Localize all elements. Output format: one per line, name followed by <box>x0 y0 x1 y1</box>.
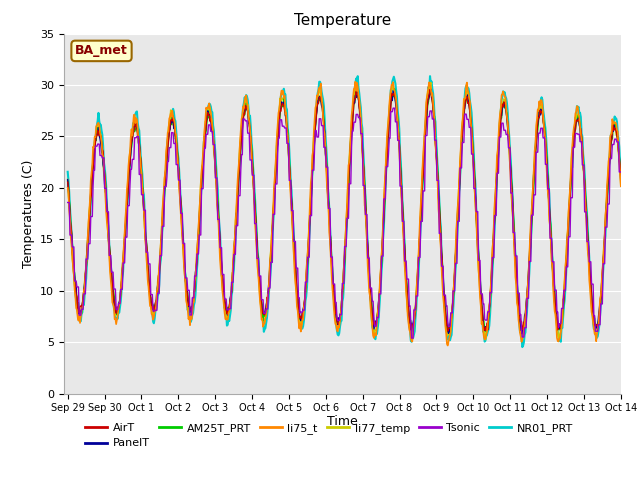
PanelT <box>216 239 224 244</box>
li75_t <box>216 257 224 263</box>
Line: Tsonic: Tsonic <box>68 108 621 338</box>
AM25T_PRT <box>74 302 81 308</box>
NR01_PRT <box>131 112 138 118</box>
li77_temp <box>216 244 224 250</box>
PanelT <box>429 97 436 103</box>
Tsonic <box>216 245 224 251</box>
NR01_PRT <box>426 73 434 79</box>
Legend: AirT, PanelT, AM25T_PRT, li75_t, li77_temp, Tsonic, NR01_PRT: AirT, PanelT, AM25T_PRT, li75_t, li77_te… <box>81 419 577 453</box>
li75_t <box>351 79 359 84</box>
PanelT <box>427 86 435 92</box>
li75_t <box>444 343 452 348</box>
Tsonic <box>617 169 625 175</box>
AirT <box>131 126 138 132</box>
AirT <box>216 239 224 245</box>
Line: PanelT: PanelT <box>68 89 621 334</box>
Tsonic <box>389 105 397 111</box>
AirT <box>426 87 434 93</box>
Tsonic <box>74 284 81 290</box>
Line: li77_temp: li77_temp <box>68 83 621 339</box>
Line: AM25T_PRT: AM25T_PRT <box>68 89 621 332</box>
AM25T_PRT <box>64 178 72 184</box>
NR01_PRT <box>412 315 419 321</box>
AM25T_PRT <box>131 129 138 134</box>
AirT <box>429 98 436 104</box>
li77_temp <box>412 309 419 314</box>
li77_temp <box>617 181 625 187</box>
Tsonic <box>413 293 420 299</box>
Line: NR01_PRT: NR01_PRT <box>68 76 621 347</box>
li75_t <box>617 183 625 189</box>
Text: BA_met: BA_met <box>75 44 128 58</box>
li75_t <box>131 112 138 118</box>
AirT <box>617 175 625 180</box>
NR01_PRT <box>187 319 195 325</box>
PanelT <box>64 177 72 182</box>
Tsonic <box>131 135 138 141</box>
NR01_PRT <box>64 169 72 175</box>
AM25T_PRT <box>617 171 625 177</box>
AM25T_PRT <box>391 86 399 92</box>
AirT <box>74 305 81 311</box>
li75_t <box>429 90 436 96</box>
li77_temp <box>187 311 195 317</box>
li77_temp <box>481 336 489 342</box>
li75_t <box>187 312 195 318</box>
li77_temp <box>64 177 72 182</box>
PanelT <box>412 305 419 311</box>
NR01_PRT <box>429 86 436 92</box>
NR01_PRT <box>74 309 81 314</box>
NR01_PRT <box>216 230 224 236</box>
AM25T_PRT <box>518 329 526 335</box>
li77_temp <box>429 97 436 103</box>
li77_temp <box>74 311 81 317</box>
Tsonic <box>64 200 72 205</box>
Line: li75_t: li75_t <box>68 82 621 346</box>
li75_t <box>74 314 81 320</box>
Tsonic <box>429 116 437 122</box>
li75_t <box>412 293 420 299</box>
Title: Temperature: Temperature <box>294 13 391 28</box>
NR01_PRT <box>617 166 625 172</box>
li77_temp <box>131 125 138 131</box>
PanelT <box>187 308 195 314</box>
Line: AirT: AirT <box>68 90 621 331</box>
AM25T_PRT <box>216 245 224 251</box>
AM25T_PRT <box>429 94 436 100</box>
PanelT <box>74 304 81 310</box>
li77_temp <box>427 80 435 85</box>
AirT <box>444 328 452 334</box>
Y-axis label: Temperatures (C): Temperatures (C) <box>22 159 35 268</box>
li75_t <box>64 185 72 191</box>
PanelT <box>617 180 625 185</box>
AirT <box>187 307 195 313</box>
AirT <box>64 180 72 185</box>
AM25T_PRT <box>187 309 195 314</box>
Tsonic <box>408 335 415 341</box>
Tsonic <box>187 312 195 318</box>
AirT <box>412 309 419 314</box>
NR01_PRT <box>518 344 526 350</box>
PanelT <box>131 124 138 130</box>
X-axis label: Time: Time <box>327 415 358 428</box>
PanelT <box>518 331 526 337</box>
AM25T_PRT <box>412 300 420 305</box>
